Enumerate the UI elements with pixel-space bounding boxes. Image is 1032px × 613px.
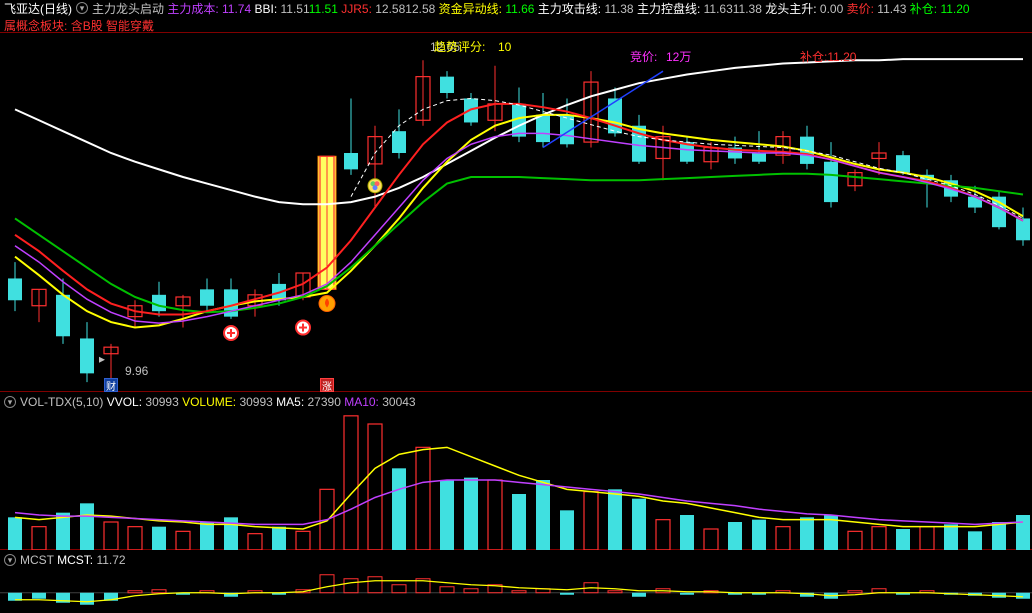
vol-header-value: 30993: [239, 395, 276, 409]
chart-annotation: 10: [498, 40, 512, 54]
header-value: 11.38: [733, 2, 762, 16]
chart-annotation: 9.96: [125, 364, 149, 378]
mcst-header-label: MCST:: [57, 553, 96, 567]
vol-header-label: VOLUME:: [182, 395, 239, 409]
header-label: 卖价:: [843, 2, 877, 16]
mcst-header: ▾ MCST MCST: 11.72: [0, 552, 1032, 568]
vol-header-label: VVOL:: [107, 395, 146, 409]
chart-marker: 涨: [320, 378, 334, 392]
header-label: 主力控盘线:: [634, 2, 704, 16]
header-label: BBI:: [251, 2, 280, 16]
vol-header-label: MA5:: [276, 395, 307, 409]
stock-title: 飞亚达(日线): [4, 0, 72, 17]
mcst-chart[interactable]: [0, 568, 1032, 613]
vol-header-value: 30043: [382, 395, 415, 409]
sector-value: 含B股 智能穿戴: [71, 19, 154, 33]
chart-marker: 财: [104, 378, 118, 392]
main-header: 飞亚达(日线) ▾ 主力龙头启动 主力成本: 11.74 BBI: 11.511…: [0, 0, 1032, 16]
header-value: 12.58: [405, 2, 435, 16]
toggle-icon[interactable]: ▾: [4, 396, 16, 408]
header-label: JJR5:: [338, 2, 375, 16]
mcst-header-value: 11.72: [96, 553, 125, 567]
header-value: 12.58: [375, 2, 405, 16]
vol-header-value: 27390: [308, 395, 345, 409]
volume-header: ▾ VOL-TDX(5,10) VVOL: 30993 VOLUME: 3099…: [0, 394, 1032, 410]
header-value: 0.00: [820, 2, 843, 16]
header-value: 11.51: [281, 2, 309, 16]
header-label: 补仓:: [906, 2, 940, 16]
toggle-icon[interactable]: ▾: [4, 554, 16, 566]
header-value: 11.43: [877, 2, 906, 16]
chart-annotation: 趋势评分:: [434, 40, 485, 54]
toggle-icon[interactable]: ▾: [76, 2, 88, 14]
header-value: 11.63: [704, 2, 733, 16]
header-label: 龙头主升:: [762, 2, 820, 16]
ma-line-green-ma: [15, 174, 1023, 313]
vol-header-value: 30993: [145, 395, 182, 409]
chart-annotation: 补仓:11.20: [800, 50, 857, 64]
header-label: 主力成本:: [167, 2, 222, 16]
header-value: 11.66: [505, 2, 534, 16]
main-chart[interactable]: 12.659.96趋势评分:10竞价:12万补仓:11.20 财涨: [0, 32, 1032, 392]
header-value: 11.38: [604, 2, 633, 16]
ma-line-magenta-ma: [15, 133, 1023, 323]
chart-annotation: 竞价:: [630, 50, 657, 64]
vol-header-label: VOL-TDX(5,10): [20, 395, 107, 409]
volume-chart[interactable]: [0, 410, 1032, 550]
sector-label: 属概念板块:: [4, 19, 67, 33]
vol-header-label: MA10:: [344, 395, 382, 409]
chart-annotation: 12万: [666, 50, 691, 64]
header-label: 资金异动线:: [435, 2, 505, 16]
header-value: 11.74: [222, 2, 251, 16]
header-value: 11.51: [309, 2, 338, 16]
mcst-header-label: MCST: [20, 553, 57, 567]
header-label: 主力攻击线:: [534, 2, 604, 16]
header-value: 11.20: [940, 2, 969, 16]
header-label: 主力龙头启动: [92, 2, 167, 16]
ma-line-yellow-ma: [15, 115, 1023, 328]
